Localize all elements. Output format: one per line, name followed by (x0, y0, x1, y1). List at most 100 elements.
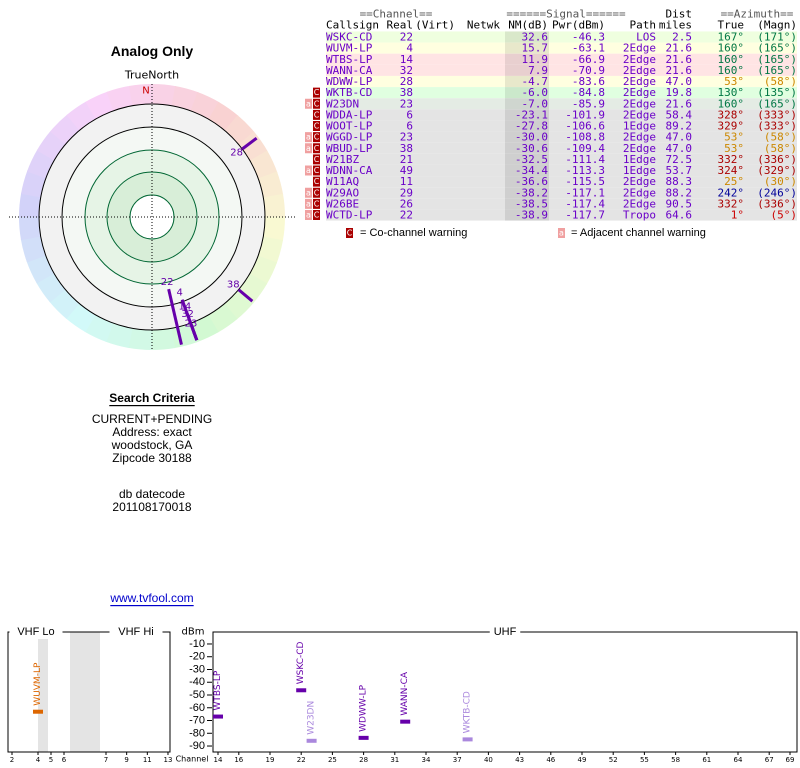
cell-nm: 11.9 (522, 53, 549, 66)
cell-dist: 47.0 (666, 75, 693, 88)
station-bar (213, 714, 223, 719)
nm-shade (505, 209, 549, 221)
cell-dist: 21.6 (666, 64, 693, 77)
cell-az-true: 130° (718, 86, 745, 99)
row-background (326, 31, 797, 43)
band-label-bg (9, 625, 63, 639)
station-bar (33, 709, 43, 714)
polar-title: Analog Only (111, 43, 194, 59)
row-background (326, 198, 797, 210)
cell-dist: 47.0 (666, 142, 693, 155)
x-tick-label: 11 (143, 756, 152, 764)
warning-icon (313, 187, 320, 198)
cell-real: 28 (400, 75, 413, 88)
cell-pwr: -84.8 (572, 86, 605, 99)
cell-az-mag: (336°) (757, 153, 797, 166)
cell-dist: 90.5 (666, 197, 693, 210)
cell-az-true: 25° (724, 175, 744, 188)
column-header: (Virt) (415, 19, 455, 32)
group-header: Dist (666, 8, 693, 21)
compass-ring (257, 236, 283, 264)
cell-callsign: WSKC-CD (326, 31, 372, 44)
warning-icon (313, 154, 320, 165)
y-tick-label: -40 (189, 676, 205, 688)
y-tick-label: -20 (189, 651, 205, 663)
cell-az-true: 332° (718, 153, 745, 166)
warning-icon (313, 176, 320, 187)
warning-letter: C (314, 122, 320, 131)
x-tick-label: 58 (671, 756, 680, 764)
warning-letter: C (314, 188, 320, 197)
y-tick-label: -70 (189, 715, 205, 727)
cell-dist: 21.6 (666, 97, 693, 110)
cell-callsign: WUVM-LP (326, 42, 373, 55)
cell-az-true: 53° (724, 75, 744, 88)
nm-shade (505, 164, 549, 177)
station-label: WUVM-LP (33, 662, 43, 706)
compass-ring (20, 235, 46, 263)
cell-az-true: 167° (718, 31, 745, 44)
site-link[interactable]: www.tvfool.com (109, 591, 193, 605)
cell-az-mag: (329°) (757, 164, 797, 177)
x-tick-label: 52 (609, 756, 618, 764)
station-bar (296, 688, 307, 693)
warning-icon (305, 98, 312, 109)
cell-nm: -27.8 (515, 120, 548, 133)
x-tick-label: 46 (546, 756, 555, 764)
cell-pwr: -46.3 (572, 31, 605, 44)
row-background (326, 87, 797, 99)
cell-real: 49 (400, 164, 413, 177)
station-label: WTBS-LP (213, 670, 223, 710)
row-background (326, 187, 797, 199)
cell-real: 23 (400, 97, 413, 110)
cell-pwr: -111.4 (565, 153, 605, 166)
cell-real: 38 (400, 86, 413, 99)
column-header: True (718, 19, 745, 32)
column-header: (Magn) (757, 19, 797, 32)
azimuth-marker (167, 288, 183, 345)
warning-letter: C (314, 199, 320, 208)
cell-callsign: W23DN (326, 97, 359, 110)
warning-icon (313, 198, 320, 209)
warning-icon (305, 143, 312, 154)
y-tick-label: -80 (189, 727, 205, 739)
row-background (326, 120, 797, 132)
cell-az-true: 160° (718, 53, 745, 66)
cell-pwr: -83.6 (572, 75, 605, 88)
cell-real: 38 (400, 142, 413, 155)
cell-az-mag: (333°) (757, 120, 797, 133)
cell-nm: -30.6 (515, 142, 548, 155)
warning-icon (305, 165, 312, 176)
band-label: VHF Lo (17, 626, 54, 638)
azimuth-label: 38 (227, 280, 240, 291)
cell-az-mag: (165°) (757, 42, 797, 55)
x-tick-label: 14 (214, 756, 223, 764)
azimuth-label: 32 (181, 309, 194, 320)
compass-ring (19, 192, 41, 218)
group-header: ==Channel== (360, 8, 433, 21)
warning-icon (305, 198, 312, 209)
cell-path: 1Edge (623, 153, 656, 166)
nm-shade (505, 87, 549, 99)
cell-path: 2Edge (623, 53, 656, 66)
cell-az-mag: (165°) (757, 53, 797, 66)
warning-icon (313, 109, 320, 120)
cell-az-true: 160° (718, 64, 745, 77)
warning-icon (305, 132, 312, 143)
cell-az-true: 160° (718, 97, 745, 110)
x-tick-label: 55 (640, 756, 649, 764)
cell-dist: 72.5 (666, 153, 693, 166)
x-axis-label: Channel (176, 755, 209, 764)
cell-path: 2Edge (623, 108, 656, 121)
cell-callsign: WCTD-LP (326, 209, 373, 222)
compass-ring (27, 149, 55, 179)
compass-ring (21, 170, 47, 198)
cell-real: 23 (400, 131, 413, 144)
band-shade (70, 632, 100, 752)
cell-pwr: -70.9 (572, 64, 605, 77)
cell-nm: -36.6 (515, 175, 548, 188)
cell-path: 2Edge (623, 64, 656, 77)
x-tick-label: 69 (786, 756, 795, 764)
cell-dist: 21.6 (666, 42, 693, 55)
